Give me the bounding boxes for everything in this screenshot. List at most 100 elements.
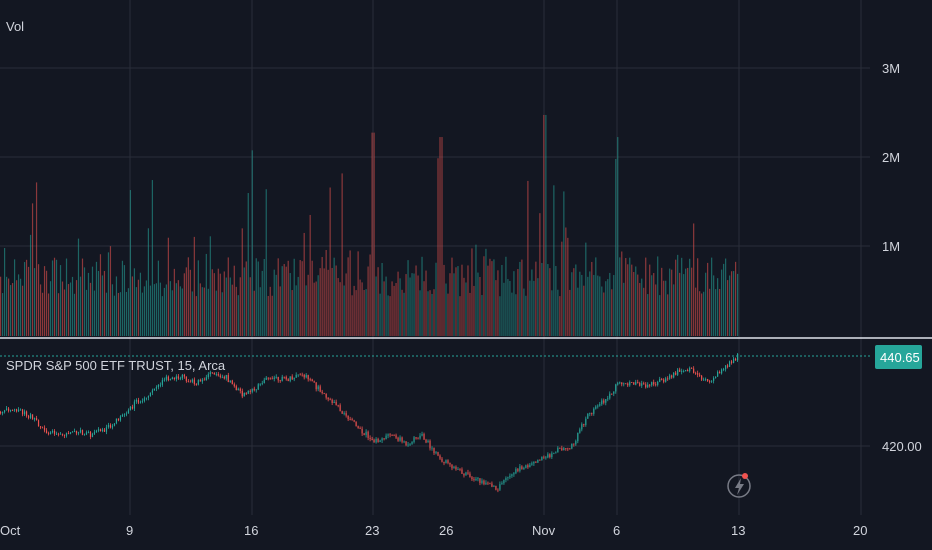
volume-bar bbox=[673, 284, 675, 336]
volume-bar bbox=[677, 254, 679, 336]
volume-bar bbox=[207, 288, 209, 336]
candle-body bbox=[491, 483, 493, 487]
volume-bar bbox=[409, 277, 411, 336]
candle-body bbox=[173, 377, 175, 380]
candle-body bbox=[401, 437, 403, 442]
candle-body bbox=[287, 379, 289, 382]
candle-body bbox=[553, 453, 555, 455]
candle-body bbox=[573, 443, 575, 445]
volume-bar bbox=[337, 278, 339, 336]
volume-bar bbox=[611, 289, 613, 336]
candle-body bbox=[495, 485, 497, 490]
volume-bar bbox=[13, 259, 16, 336]
volume-bar bbox=[235, 286, 237, 336]
x-tick-23: 23 bbox=[365, 523, 379, 538]
candle-body bbox=[387, 434, 389, 436]
symbol-legend[interactable]: SPDR S&P 500 ETF TRUST, 15, Arca bbox=[6, 358, 226, 373]
volume-bar bbox=[487, 265, 489, 336]
volume-bar bbox=[461, 264, 463, 336]
volume-bar bbox=[659, 295, 661, 336]
volume-bar bbox=[443, 264, 445, 336]
volume-bar bbox=[689, 258, 691, 336]
volume-bar bbox=[47, 293, 50, 336]
candle-body bbox=[473, 479, 475, 481]
candle-body bbox=[613, 391, 615, 394]
candle-body bbox=[161, 380, 163, 385]
candle-body bbox=[2, 412, 4, 414]
volume-bar bbox=[713, 275, 715, 336]
volume-bar bbox=[283, 264, 285, 336]
candle-body bbox=[285, 376, 287, 380]
volume-bar bbox=[223, 271, 225, 336]
volume-bar bbox=[143, 286, 146, 336]
candle-body bbox=[561, 448, 563, 451]
candle-body bbox=[159, 384, 161, 386]
candle-body bbox=[261, 382, 263, 384]
volume-bar bbox=[65, 258, 68, 336]
candle-body bbox=[241, 390, 243, 397]
candle-body bbox=[569, 448, 571, 450]
candle-body bbox=[457, 469, 459, 470]
volume-label: Vol bbox=[6, 19, 24, 34]
volume-bar bbox=[549, 268, 551, 336]
volume-bar bbox=[255, 258, 257, 336]
volume-bar bbox=[415, 265, 417, 336]
candle-body bbox=[713, 378, 715, 381]
volume-bar bbox=[459, 296, 461, 336]
volume-bar bbox=[49, 281, 52, 336]
volume-bar bbox=[263, 259, 265, 336]
candle-body bbox=[675, 372, 677, 375]
volume-bar bbox=[627, 264, 629, 336]
candle-body bbox=[167, 376, 169, 381]
volume-bar bbox=[433, 289, 435, 336]
candle-body bbox=[397, 437, 399, 441]
volume-bar bbox=[715, 289, 717, 336]
volume-bar bbox=[7, 278, 10, 336]
volume-bar bbox=[429, 290, 431, 336]
volume-bar bbox=[591, 261, 593, 336]
volume-tick-3m: 3M bbox=[882, 61, 900, 76]
candle-body bbox=[307, 375, 309, 380]
volume-bar bbox=[369, 254, 371, 336]
volume-bar bbox=[685, 268, 687, 336]
candle-body bbox=[395, 435, 397, 438]
candle-body bbox=[291, 376, 293, 380]
volume-bar bbox=[111, 284, 114, 336]
candle-body bbox=[219, 375, 221, 378]
candle-body bbox=[207, 374, 209, 378]
volume-bar bbox=[483, 256, 485, 336]
volume-bar bbox=[579, 271, 581, 336]
volume-bar bbox=[75, 280, 78, 336]
candle-body bbox=[689, 367, 691, 372]
candle-body bbox=[343, 413, 345, 414]
candle-body bbox=[45, 430, 48, 434]
candle-body bbox=[545, 457, 547, 459]
volume-bar bbox=[157, 260, 159, 336]
candle-body bbox=[29, 414, 32, 418]
volume-bar bbox=[543, 114, 545, 336]
volume-bar bbox=[447, 293, 449, 336]
volume-bar bbox=[439, 137, 441, 336]
candle-body bbox=[575, 441, 577, 445]
volume-bar bbox=[257, 261, 259, 336]
candle-body bbox=[431, 447, 433, 449]
volume-bar bbox=[347, 257, 349, 336]
volume-bar bbox=[609, 272, 611, 336]
volume-bar bbox=[221, 292, 223, 336]
volume-bar bbox=[425, 270, 427, 336]
candle-body bbox=[107, 424, 110, 428]
lightning-bolt-icon[interactable] bbox=[727, 473, 751, 498]
candle-body bbox=[91, 433, 94, 437]
volume-bar bbox=[707, 262, 709, 336]
candle-body bbox=[503, 480, 505, 484]
candle-body bbox=[145, 397, 147, 399]
candle-body bbox=[101, 429, 104, 432]
volume-bar bbox=[419, 290, 421, 336]
candle-body bbox=[385, 435, 387, 440]
candle-body bbox=[89, 432, 92, 437]
candle-body bbox=[541, 456, 543, 461]
candle-body bbox=[673, 372, 675, 378]
volume-bar bbox=[131, 276, 134, 336]
volume-bar bbox=[559, 296, 561, 336]
candle-body bbox=[337, 404, 339, 406]
